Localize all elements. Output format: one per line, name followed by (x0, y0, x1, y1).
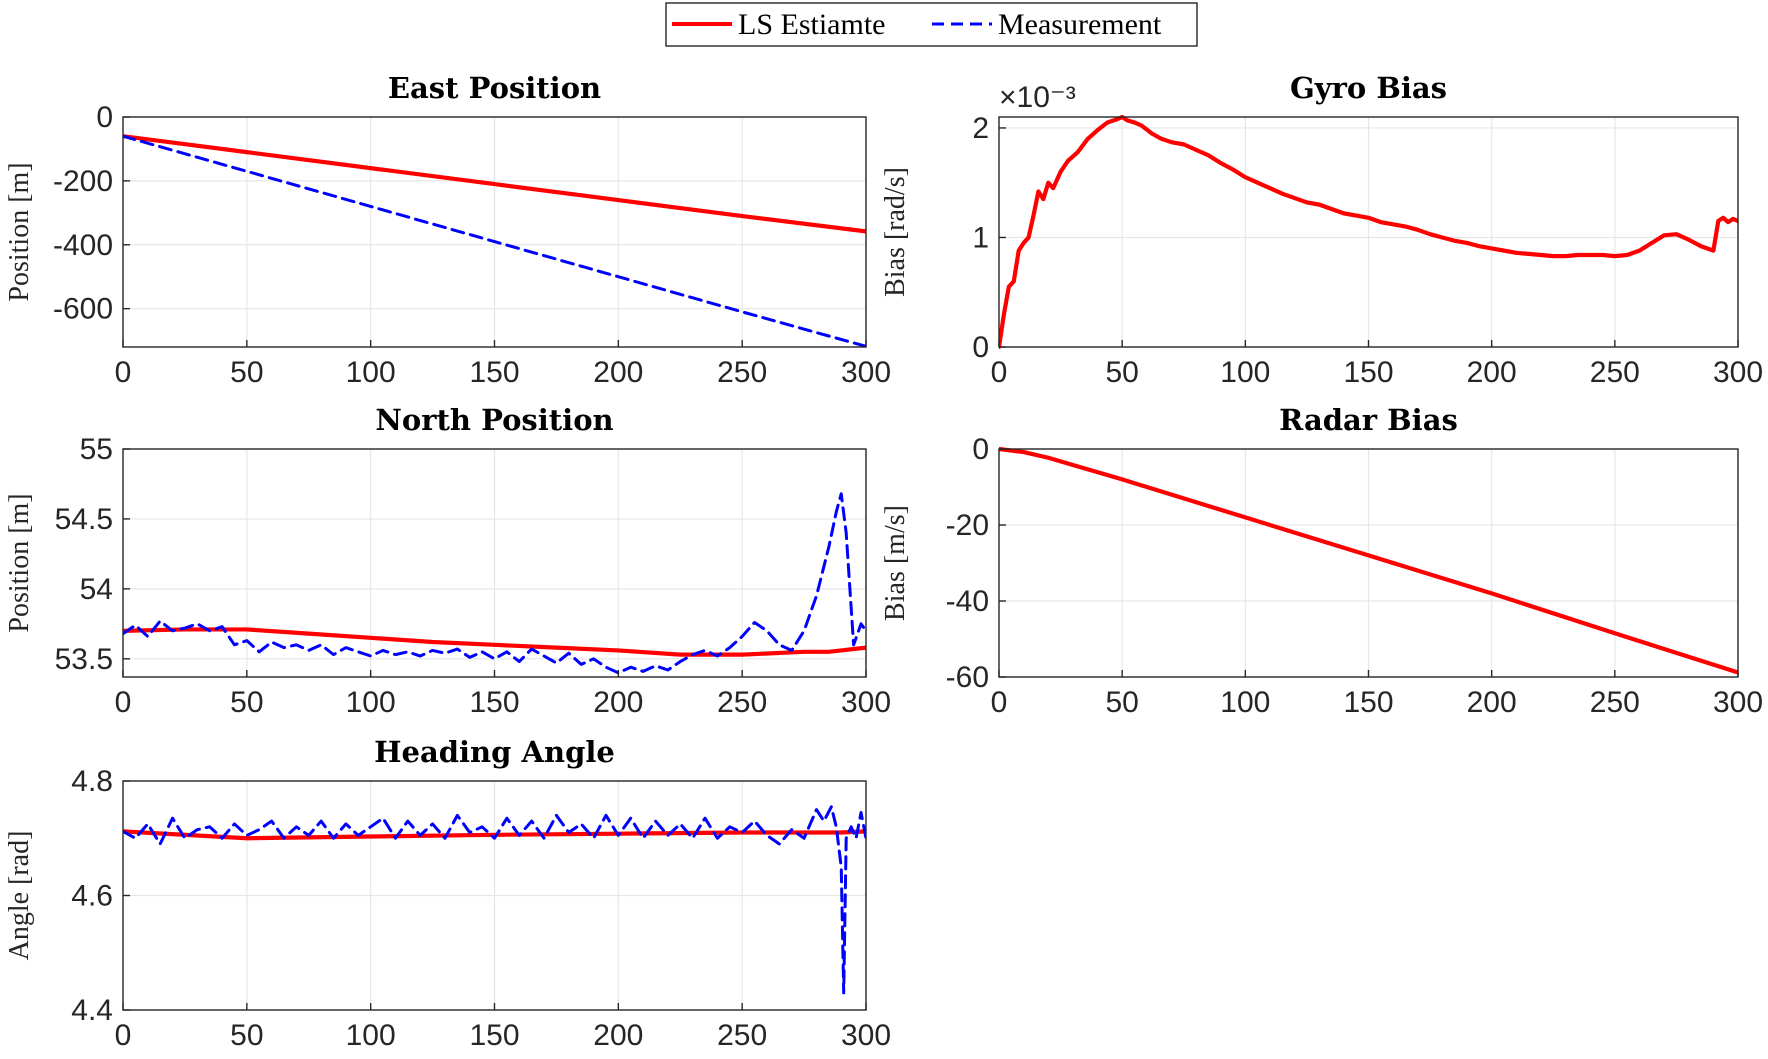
x-tick-label: 150 (469, 1019, 519, 1052)
x-tick-label: 150 (469, 686, 519, 719)
series-line-ls-estimate (123, 829, 866, 841)
series-line-ls-estimate (999, 446, 1738, 675)
y-axis-label: Position [m] (4, 493, 35, 632)
x-tick-label: 300 (1713, 356, 1763, 389)
chart-title: North Position (375, 403, 613, 437)
series-line-measurement (123, 134, 866, 348)
x-tick-label: 50 (230, 356, 263, 389)
y-exponent-label: ×10⁻³ (999, 81, 1076, 114)
x-tick-label: 100 (346, 686, 396, 719)
series-line-ls-estimate (123, 134, 866, 234)
y-tick-label: -40 (946, 585, 989, 618)
chart-heading: 0 50 100 150 200 250 300 4.4 4.6 4.8 Heading Angle… (4, 735, 891, 1052)
x-tick-label: 0 (115, 1019, 132, 1052)
chart-title: Heading Angle (374, 735, 615, 769)
x-tick-label: 100 (346, 356, 396, 389)
y-tick-label: -200 (53, 165, 113, 198)
chart-north: 0 50 100 150 200 250 300 53.5 54 54.5 55 North Posi… (4, 403, 891, 719)
legend-label-ls-estimate: LS Estiamte (738, 8, 885, 41)
chart-title: Gyro Bias (1290, 71, 1447, 105)
y-tick-label: 53.5 (55, 643, 113, 676)
series-line-measurement (123, 492, 866, 675)
x-tick-label: 50 (230, 686, 263, 719)
y-tick-label: 2 (972, 112, 989, 145)
series-line-measurement (123, 805, 866, 995)
y-tick-label: 0 (972, 331, 989, 364)
legend: LS Estiamte Measurement (665, 2, 1198, 47)
chart-radar: 0 50 100 150 200 250 300 0 -20 -40 -60 Radar Bias Bi… (880, 403, 1763, 719)
x-tick-label: 0 (115, 686, 132, 719)
x-tick-label: 200 (593, 1019, 643, 1052)
chart-gyro: 0 50 100 150 200 250 300 0 1 2 Gyro Bias Bias [rad/… (880, 71, 1763, 389)
x-tick-label: 300 (841, 356, 891, 389)
x-tick-label: 200 (593, 686, 643, 719)
series-line-ls-estimate (999, 114, 1738, 350)
y-axis-label: Bias [rad/s] (880, 167, 911, 297)
chart-title: East Position (388, 71, 601, 105)
x-tick-label: 250 (1590, 686, 1640, 719)
y-tick-label: 1 (972, 221, 989, 254)
x-tick-label: 200 (593, 356, 643, 389)
chart-east: 0 50 100 150 200 250 300 0 -200 -400 -600 East Posi… (4, 71, 891, 389)
x-tick-label: 300 (841, 686, 891, 719)
x-tick-label: 50 (1105, 686, 1138, 719)
y-tick-label: -60 (946, 661, 989, 694)
x-tick-label: 50 (1105, 356, 1138, 389)
series-line-ls-estimate (123, 627, 866, 657)
x-tick-label: 300 (841, 1019, 891, 1052)
y-axis-label: Angle [rad] (4, 831, 35, 961)
y-tick-label: 55 (80, 433, 113, 466)
x-tick-label: 200 (1467, 356, 1517, 389)
y-tick-label: 54 (80, 573, 113, 606)
x-tick-label: 0 (115, 356, 132, 389)
x-tick-label: 150 (469, 356, 519, 389)
x-tick-label: 0 (991, 356, 1008, 389)
x-tick-label: 50 (230, 1019, 263, 1052)
y-axis-label: Bias [m/s] (880, 505, 911, 621)
chart-title: Radar Bias (1279, 403, 1458, 437)
x-tick-label: 0 (991, 686, 1008, 719)
y-tick-label: 54.5 (55, 503, 113, 536)
x-tick-label: 300 (1713, 686, 1763, 719)
x-tick-label: 100 (1220, 686, 1270, 719)
y-tick-label: -20 (946, 509, 989, 542)
x-tick-label: 250 (717, 1019, 767, 1052)
legend-box (665, 2, 1198, 47)
y-tick-label: 0 (972, 433, 989, 466)
y-tick-label: 0 (96, 101, 113, 134)
x-tick-label: 250 (717, 356, 767, 389)
y-tick-label: 4.8 (71, 765, 113, 798)
x-tick-label: 100 (346, 1019, 396, 1052)
y-tick-label: 4.4 (71, 994, 113, 1027)
x-tick-label: 150 (1343, 686, 1393, 719)
x-tick-label: 200 (1467, 686, 1517, 719)
x-tick-label: 250 (1590, 356, 1640, 389)
y-axis-label: Position [m] (4, 162, 35, 301)
y-tick-label: 4.6 (71, 880, 113, 913)
y-tick-label: -400 (53, 229, 113, 262)
x-tick-label: 150 (1343, 356, 1393, 389)
legend-label-measurement: Measurement (998, 8, 1162, 41)
y-tick-label: -600 (53, 293, 113, 326)
x-tick-label: 100 (1220, 356, 1270, 389)
x-tick-label: 250 (717, 686, 767, 719)
